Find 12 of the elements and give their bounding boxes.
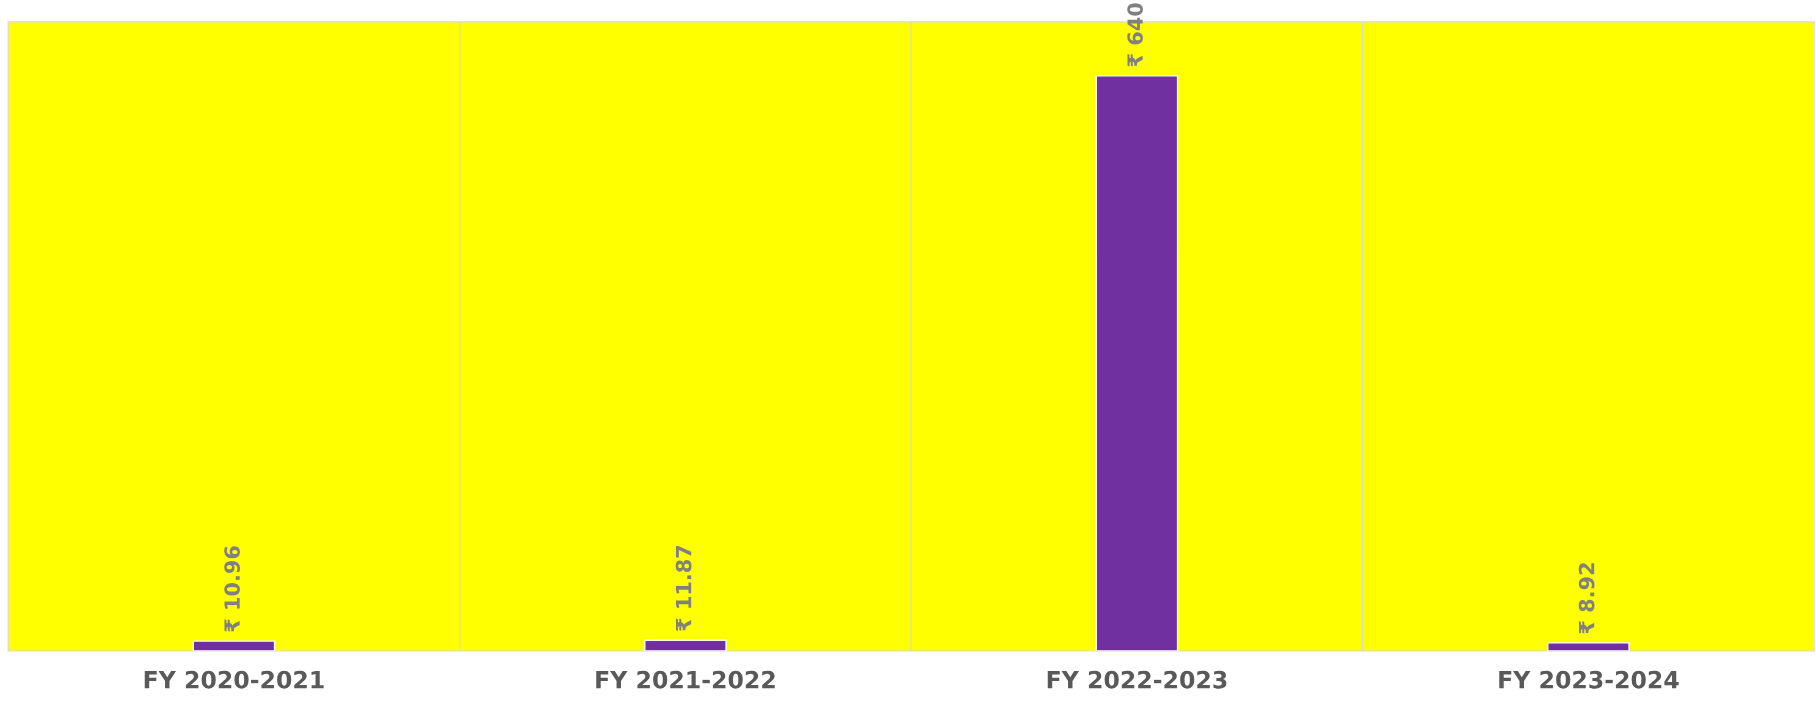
bar (644, 639, 727, 651)
x-tick-label: FY 2023-2024 (1499, 670, 1679, 689)
data-label: ₹ 10.96 (224, 546, 240, 632)
data-label: ₹ 8.92 (1578, 563, 1595, 634)
bar (1547, 642, 1630, 651)
x-tick-label: FY 2022-2023 (1047, 670, 1227, 689)
data-label: ₹ 11.87 (675, 545, 692, 631)
bar (192, 640, 276, 651)
data-label: ₹ 640 (1127, 3, 1143, 67)
x-tick-label: FY 2021-2022 (596, 670, 775, 689)
x-tick-label: FY 2020-2021 (144, 670, 324, 689)
bar (1095, 75, 1179, 651)
